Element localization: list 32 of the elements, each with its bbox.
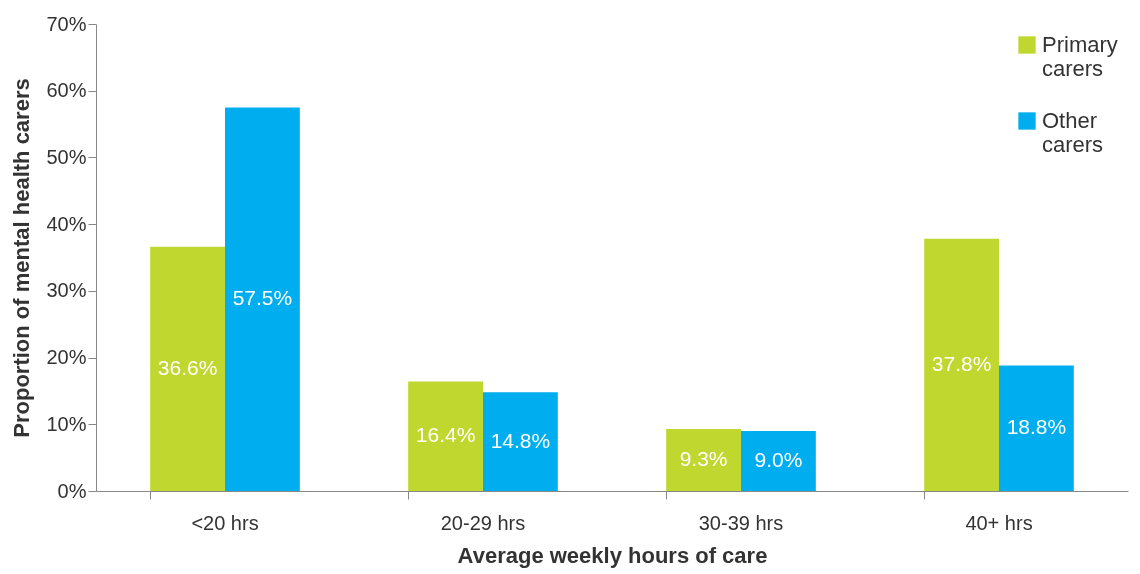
y-tick-label: 40% <box>46 212 87 235</box>
data-label: 37.8% <box>931 351 992 375</box>
y-tick-label: 10% <box>46 412 87 435</box>
y-tick-label: 0% <box>57 479 87 502</box>
bar <box>408 381 483 491</box>
data-label: 16.4% <box>415 423 476 447</box>
data-label: 9.0% <box>754 447 803 471</box>
legend-label: Primary carers <box>1042 32 1118 81</box>
x-tick-label: 20-29 hrs <box>440 511 526 534</box>
bar <box>666 428 741 491</box>
y-tick-label: 60% <box>46 79 87 102</box>
x-tick-label: 30-39 hrs <box>698 511 784 534</box>
y-tick-label: 30% <box>46 279 87 302</box>
y-tick-label: 70% <box>46 12 87 35</box>
x-axis-title: Average weekly hours of care <box>457 542 768 568</box>
data-label: 57.5% <box>232 286 293 310</box>
x-tick-label: <20 hrs <box>191 511 259 534</box>
legend-label: Other carers <box>1042 108 1104 157</box>
y-tick-label: 20% <box>46 346 87 369</box>
bar <box>150 246 225 491</box>
data-label: 18.8% <box>1006 415 1067 439</box>
data-label: 36.6% <box>157 355 218 379</box>
x-tick-label: 40+ hrs <box>965 511 1033 534</box>
y-tick-label: 50% <box>46 145 87 168</box>
bar <box>225 107 300 491</box>
data-label: 9.3% <box>679 446 728 470</box>
bar <box>741 430 816 491</box>
data-label: 14.8% <box>490 428 551 452</box>
y-axis-title: Proportion of mental health carers <box>9 78 35 438</box>
bar <box>483 392 558 491</box>
bar <box>924 238 999 491</box>
bar <box>999 365 1074 491</box>
